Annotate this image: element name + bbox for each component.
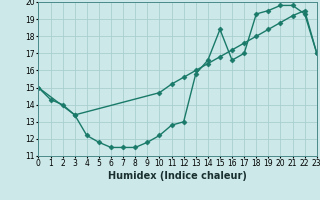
X-axis label: Humidex (Indice chaleur): Humidex (Indice chaleur) [108,171,247,181]
